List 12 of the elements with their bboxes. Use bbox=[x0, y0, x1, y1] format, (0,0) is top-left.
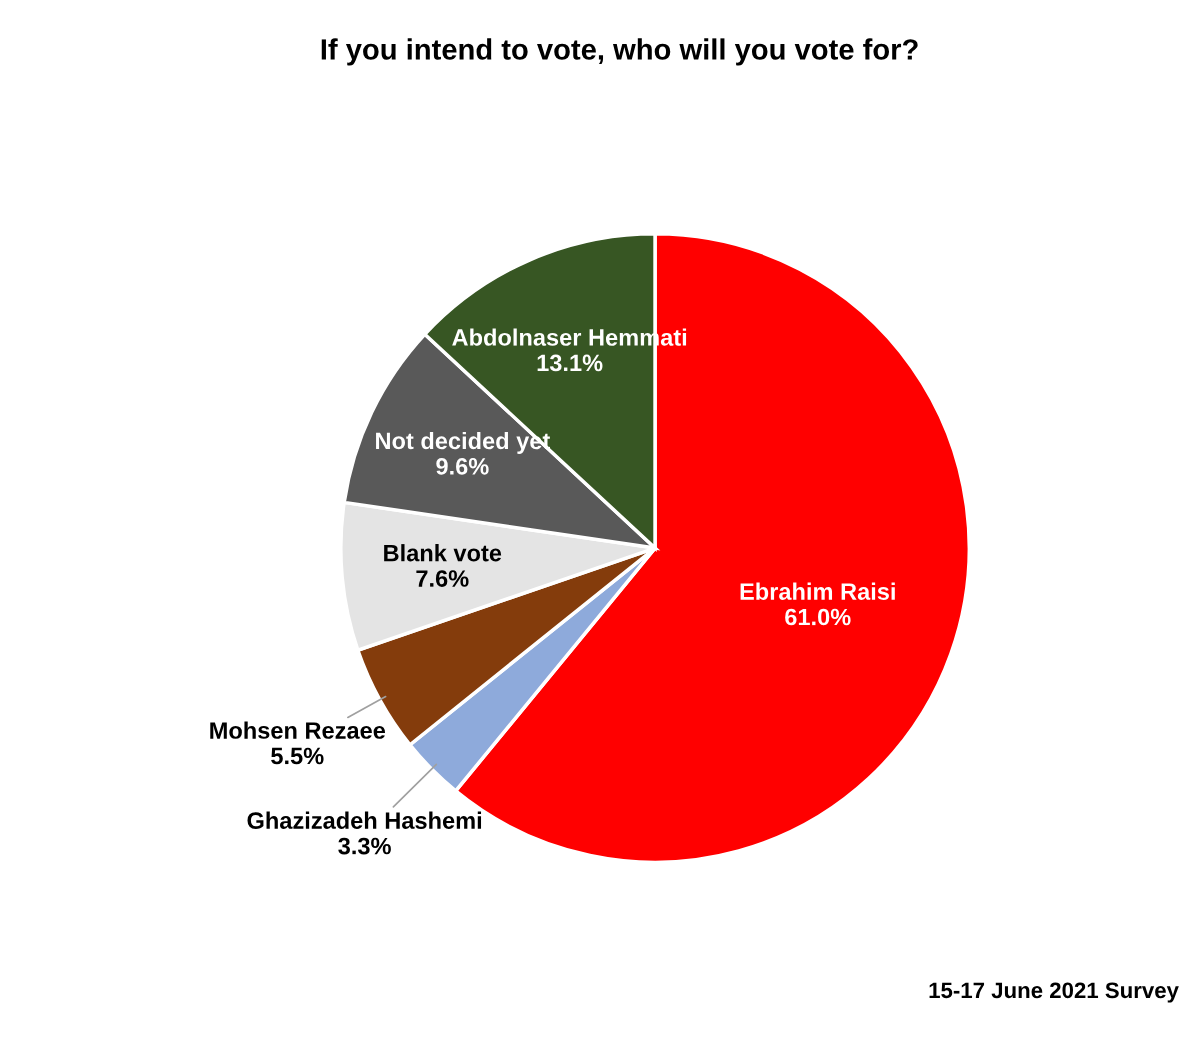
text: 15-17 June 2021 Survey bbox=[929, 982, 1179, 1003]
data-label: 13.1% bbox=[537, 354, 603, 372]
data-label: 5.5% bbox=[271, 747, 324, 765]
chart-title: If you intend to vote, who will you vote for? bbox=[321, 38, 918, 66]
slice-label: Ebrahim Raisi bbox=[740, 582, 895, 600]
data-label: 3.3% bbox=[338, 837, 391, 855]
data-label: 7.6% bbox=[416, 570, 469, 587]
slice-label: Mohsen Rezaee bbox=[210, 721, 386, 739]
data-label: 61.0% bbox=[785, 608, 851, 626]
slice-label: Ghazizadeh Hashemi bbox=[247, 811, 482, 829]
slice-label: Blank vote bbox=[384, 544, 502, 562]
data-label: 9.6% bbox=[436, 458, 489, 475]
